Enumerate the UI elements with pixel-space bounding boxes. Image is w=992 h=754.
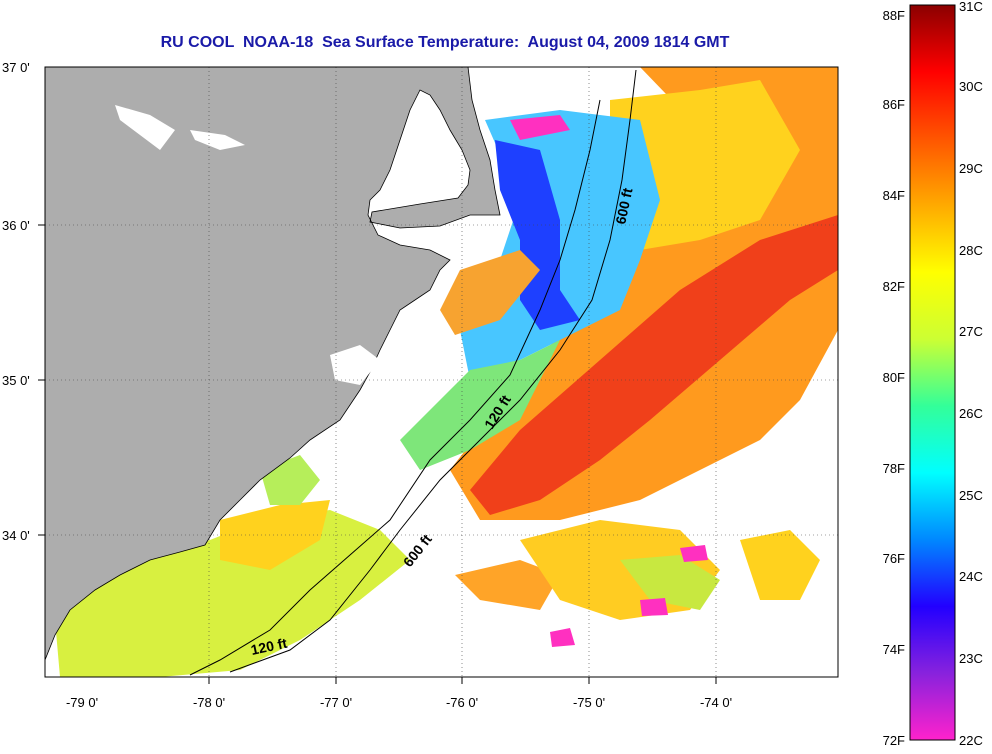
graticule [45,67,838,677]
inland-water-body-2 [190,130,245,150]
colorbar-f-label-88: 88F [883,8,905,23]
lat-label-36: 36 0' [2,218,30,233]
south-offshore-green [620,555,720,610]
magenta-spot-1 [680,545,708,562]
colorbar-f-label-86: 86F [883,97,905,112]
southern-shelf-water [55,510,410,677]
colorbar-c-label-24: 24C [959,569,983,584]
map-title: RU COOL NOAA-18 Sea Surface Temperature:… [160,34,730,51]
colorbar-c-label-29: 29C [959,161,983,176]
colorbar-c-label-30: 30C [959,79,983,94]
colorbar-f-label-78: 78F [883,461,905,476]
pamlico-sound [440,250,540,335]
colorbar-c-label-28: 28C [959,243,983,258]
lat-label-37: 37 0' [2,60,30,75]
colorbar-c-label-22: 22C [959,733,983,748]
pink-cold-pocket-north [510,115,570,140]
colorbar-f-label-74: 74F [883,642,905,657]
coldest-water [495,140,580,330]
colorbar-c-label-26: 26C [959,406,983,421]
lat-label-34: 34 0' [2,528,30,543]
south-offshore-orange [455,560,560,610]
lat-label-35: 35 0' [2,373,30,388]
coastal-inlet [330,345,380,385]
map-area [45,67,838,677]
contour-label-120ft-south: 120 ft [249,635,288,658]
lon-label-78: -78 0' [193,695,225,710]
lon-label-77: -77 0' [320,695,352,710]
mid-shelf-water [400,340,560,470]
lon-label-75: -75 0' [573,695,605,710]
colorbar: 88F 86F 84F 82F 80F 78F 76F 74F 72F 31C … [883,0,983,748]
colorbar-gradient [909,4,956,741]
isobath-120ft [189,99,601,676]
colorbar-c-label-23: 23C [959,651,983,666]
tick-marks [38,224,717,684]
colorbar-f-label-80: 80F [883,370,905,385]
southern-shelf-yellow [220,500,330,570]
lon-label-76: -76 0' [446,695,478,710]
colorbar-c-label-27: 27C [959,324,983,339]
colorbar-f-label-76: 76F [883,551,905,566]
map-frame [44,66,839,678]
southeast-yellow-patch [740,530,820,600]
inland-water-body-1 [115,105,175,150]
magenta-spot-3 [550,628,575,647]
gulf-stream-core [470,215,838,515]
contour-label-600ft-north: 600 ft [612,186,635,225]
lon-label-74: -74 0' [700,695,732,710]
isobath-600ft [229,69,637,673]
magenta-spot-2 [640,598,668,616]
colorbar-c-label-31: 31C [959,0,983,14]
colorbar-f-label-84: 84F [883,188,905,203]
colorbar-f-label-72: 72F [883,733,905,748]
colorbar-f-label-82: 82F [883,279,905,294]
colorbar-c-label-25: 25C [959,488,983,503]
lon-label-79: -79 0' [66,695,98,710]
